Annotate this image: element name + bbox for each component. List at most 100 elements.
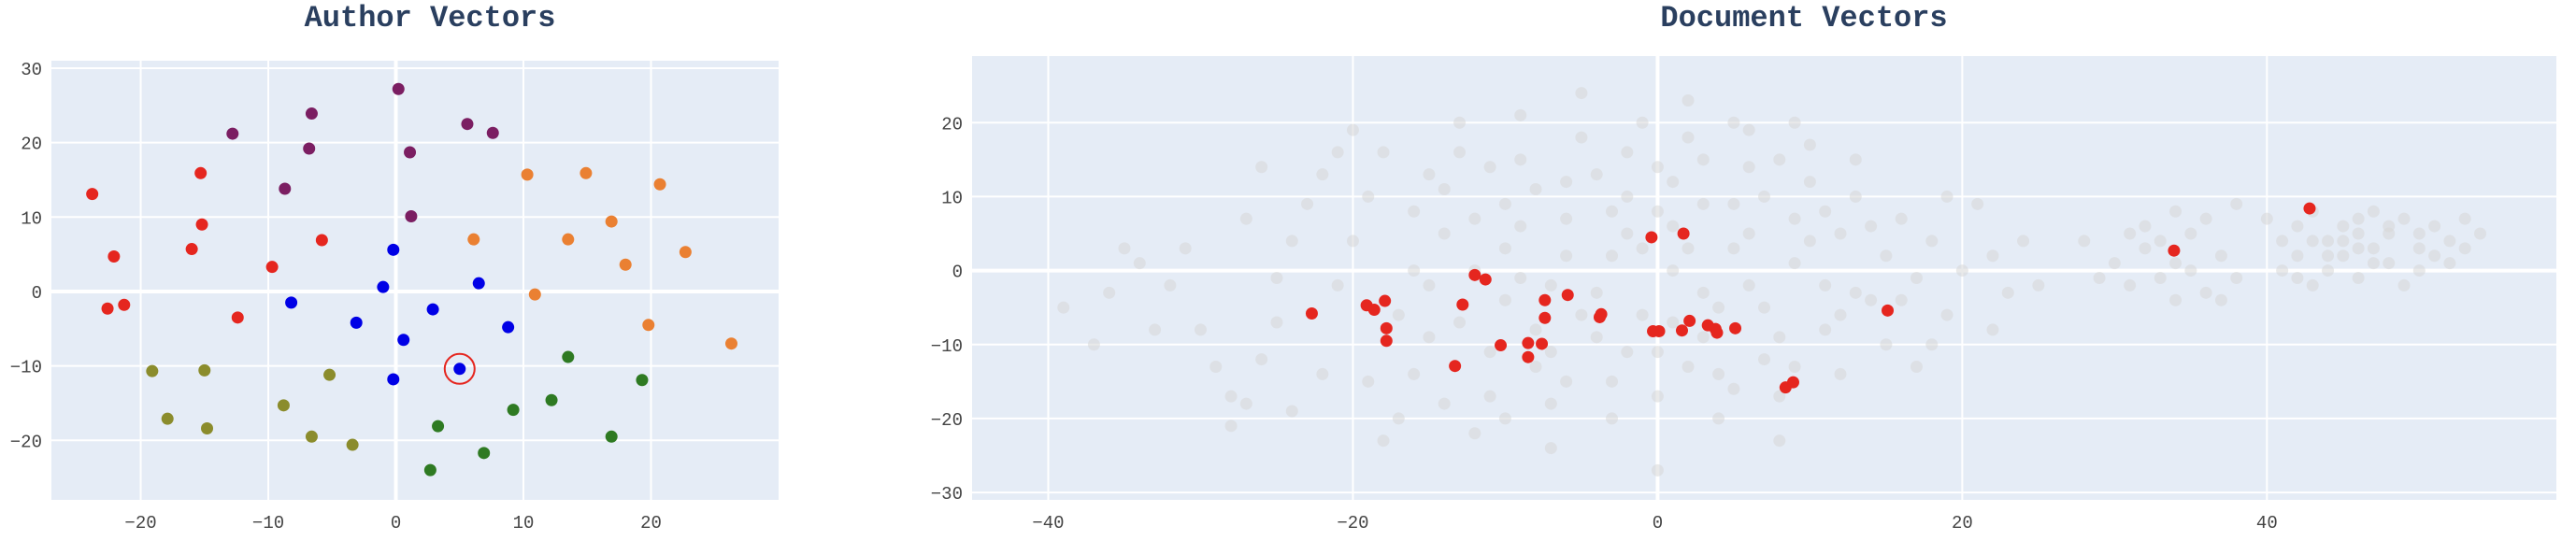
document-point (1742, 123, 1755, 136)
document-point (2458, 212, 2471, 225)
document-point (1803, 138, 1816, 151)
author-point (392, 82, 405, 95)
document-point (1786, 376, 1799, 389)
document-point (2291, 249, 2304, 263)
document-point (1575, 131, 1588, 144)
author-point (279, 182, 292, 195)
document-point (1636, 242, 1649, 255)
document-point (1522, 350, 1535, 363)
document-point (1849, 190, 1862, 203)
document-point (1538, 293, 1552, 306)
document-point (1727, 197, 1740, 210)
document-point (1773, 153, 1786, 166)
document-point (1316, 367, 1329, 380)
author-point (305, 107, 318, 121)
document-point (1438, 397, 1451, 410)
author-point (580, 166, 593, 179)
author-point (146, 364, 159, 377)
document-point (2199, 212, 2212, 225)
author-y-tick-label: 10 (21, 208, 42, 229)
document-x-tick-label: −20 (1337, 513, 1368, 534)
document-point (2306, 235, 2319, 248)
document-point (1224, 390, 1238, 403)
document-point (1449, 360, 1462, 373)
document-point (1392, 412, 1405, 425)
document-point (1392, 308, 1405, 321)
author-series (146, 363, 359, 451)
document-point (1895, 293, 1908, 306)
document-point (1882, 304, 1895, 317)
document-point (2322, 264, 2335, 278)
author-point (323, 368, 336, 381)
document-point (1270, 272, 1283, 284)
document-point (1606, 249, 1619, 263)
document-point (1544, 278, 1557, 292)
document-point (2337, 220, 2350, 233)
document-point (1910, 272, 1923, 284)
author-point (486, 126, 499, 139)
author-point (195, 218, 208, 231)
author-y-tick-label: 20 (21, 135, 42, 155)
document-point (1270, 316, 1283, 329)
document-point (2352, 212, 2365, 225)
document-point (1788, 257, 1801, 270)
author-point (101, 302, 114, 315)
document-point (1727, 382, 1740, 395)
author-x-tick-label: −20 (124, 513, 156, 534)
author-series (467, 166, 737, 350)
document-point (1408, 367, 1421, 380)
document-point (1712, 412, 1725, 425)
author-point (231, 311, 244, 324)
document-point (1331, 278, 1344, 292)
author-point (679, 246, 692, 259)
author-point (346, 438, 359, 451)
document-point (1544, 346, 1557, 359)
document-point (1423, 168, 1436, 181)
document-point (1758, 190, 1770, 203)
document-point (1849, 286, 1862, 299)
author-series (285, 243, 515, 386)
document-point (2412, 227, 2426, 240)
document-point (1834, 367, 1847, 380)
document-point (1453, 316, 1467, 329)
document-point (1819, 205, 1832, 218)
document-point (1651, 205, 1664, 218)
document-point (1683, 314, 1696, 327)
document-y-tick-label: −10 (931, 336, 963, 357)
document-point (2322, 235, 2335, 248)
document-point (1651, 161, 1664, 174)
document-point (2383, 220, 2396, 233)
document-x-tick-label: −40 (1032, 513, 1064, 534)
document-point (1560, 249, 1573, 263)
document-point (1651, 346, 1664, 359)
author-y-tick-label: 30 (21, 60, 42, 80)
document-point (2367, 257, 2380, 270)
document-point (2352, 272, 2365, 284)
author-point (118, 298, 131, 311)
document-point (2139, 220, 2152, 233)
document-point (1423, 331, 1436, 344)
document-point (1495, 339, 1508, 352)
document-point (1377, 434, 1390, 448)
document-point (1316, 168, 1329, 181)
author-point (521, 168, 534, 181)
document-point (1456, 298, 1469, 311)
document-point (1729, 321, 1742, 334)
document-point (1346, 235, 1359, 248)
document-point (1682, 242, 1695, 255)
document-point (1621, 190, 1634, 203)
document-point (1362, 190, 1375, 203)
author-x-tick-label: 10 (513, 513, 535, 534)
document-point (1925, 235, 1939, 248)
document-point (1986, 323, 1999, 336)
document-point (2337, 235, 2350, 248)
document-point (1538, 311, 1552, 324)
document-point (1529, 323, 1542, 336)
document-point (1682, 131, 1695, 144)
author-y-tick-label: −20 (10, 432, 42, 452)
document-point (1606, 205, 1619, 218)
author-vectors-chart: −20 −10 0 10 20 −20 −10 0 10 20 30 (10, 60, 779, 534)
document-point (1498, 293, 1511, 306)
author-point (86, 188, 99, 201)
document-point (1788, 361, 1801, 373)
